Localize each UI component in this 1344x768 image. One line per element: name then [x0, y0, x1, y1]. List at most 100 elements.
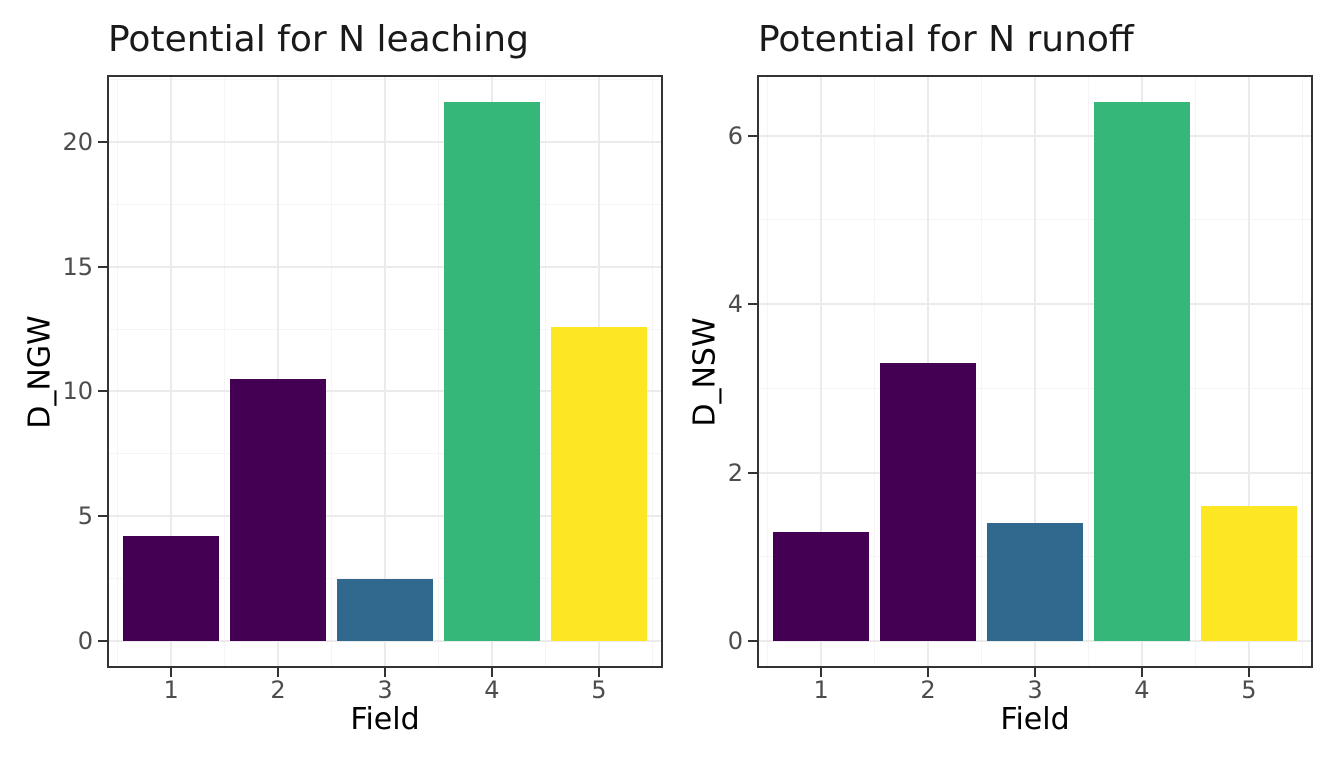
y-tick-label: 15 [62, 252, 93, 281]
y-tick-label: 2 [727, 458, 743, 487]
gridline-minor-v [117, 75, 119, 668]
gridline-minor-v [1087, 75, 1089, 668]
plot-panel [757, 75, 1313, 668]
gridline-minor-v [544, 75, 546, 668]
bar-field-2 [879, 363, 977, 642]
x-tick-label: 2 [270, 676, 286, 704]
gridline-minor-h [107, 328, 663, 330]
panel-border [757, 75, 1313, 668]
gridline-major-h [757, 640, 1313, 643]
gridline-minor-h [757, 219, 1313, 221]
bar-field-4 [443, 101, 541, 642]
bar-field-2 [229, 378, 327, 642]
gridline-major-h [107, 140, 663, 143]
gridline-major-h [107, 265, 663, 268]
x-tick-label: 5 [1241, 676, 1257, 704]
y-tick [98, 515, 107, 518]
y-tick-label: 20 [62, 127, 93, 156]
gridline-minor-v [874, 75, 876, 668]
y-tick [748, 303, 757, 306]
y-tick-label: 6 [727, 121, 743, 150]
gridline-major-v [384, 75, 386, 668]
gridline-minor-v [651, 75, 653, 668]
gridline-minor-v [981, 75, 983, 668]
x-tick [1247, 668, 1250, 677]
gridline-major-v [820, 75, 823, 668]
x-axis-title: Field [1000, 702, 1070, 737]
gridline-major-h [107, 390, 663, 393]
gridline-major-v [1034, 75, 1036, 668]
gridline-major-v [597, 75, 600, 668]
x-tick-label: 5 [591, 676, 607, 704]
gridline-minor-v [1194, 75, 1196, 668]
gridline-minor-v [224, 75, 226, 668]
x-tick-label: 4 [1134, 676, 1150, 704]
x-tick [597, 668, 600, 677]
x-tick-label: 4 [484, 676, 500, 704]
y-tick-label: 10 [62, 377, 93, 406]
y-tick-label: 0 [727, 627, 743, 656]
gridline-major-v [170, 75, 173, 668]
x-tick-label: 3 [1027, 676, 1043, 704]
x-tick-label: 2 [920, 676, 936, 704]
gridline-minor-v [1301, 75, 1303, 668]
x-tick [927, 668, 930, 677]
gridline-major-h [757, 134, 1313, 137]
x-tick [1140, 668, 1143, 677]
x-tick-label: 1 [813, 676, 829, 704]
bar-field-4 [1093, 101, 1191, 642]
y-tick [748, 134, 757, 137]
gridline-major-v [1140, 75, 1143, 668]
gridline-minor-h [107, 453, 663, 455]
x-tick [1034, 668, 1036, 677]
gridline-major-v [927, 75, 930, 668]
gridline-minor-h [107, 78, 663, 80]
gridline-major-h [757, 471, 1313, 474]
x-axis-title: Field [350, 702, 420, 737]
plot-panel [107, 75, 663, 668]
gridline-minor-h [107, 203, 663, 205]
bar-field-5 [550, 326, 647, 642]
bar-field-5 [1200, 506, 1297, 642]
y-tick [98, 640, 107, 643]
bar-field-3 [986, 523, 1084, 642]
gridline-minor-h [757, 556, 1313, 558]
x-tick [820, 668, 823, 677]
gridline-minor-h [107, 578, 663, 580]
x-tick-label: 3 [377, 676, 393, 704]
gridline-major-h [107, 515, 663, 518]
chart-title: Potential for N leaching [108, 19, 529, 60]
y-axis-title: D_NSW [687, 316, 723, 427]
bar-field-1 [773, 531, 870, 642]
gridline-major-h [107, 640, 663, 643]
bar-field-3 [336, 578, 434, 642]
x-tick-label: 1 [163, 676, 179, 704]
gridline-major-v [1247, 75, 1250, 668]
y-tick-label: 0 [77, 627, 93, 656]
gridline-major-v [490, 75, 493, 668]
gridline-minor-v [331, 75, 333, 668]
y-tick-label: 4 [727, 290, 743, 319]
panel-border [107, 75, 663, 668]
gridline-major-h [757, 303, 1313, 306]
y-tick [748, 640, 757, 643]
x-tick [490, 668, 493, 677]
x-tick [384, 668, 386, 677]
gridline-minor-v [437, 75, 439, 668]
gridline-major-v [277, 75, 280, 668]
bar-field-1 [123, 536, 220, 642]
x-tick [170, 668, 173, 677]
gridline-minor-v [767, 75, 769, 668]
gridline-minor-h [757, 387, 1313, 389]
y-tick [98, 390, 107, 393]
y-tick-label: 5 [77, 502, 93, 531]
y-tick [748, 471, 757, 474]
y-axis-title: D_NGW [22, 314, 58, 429]
y-tick [98, 265, 107, 268]
x-tick [277, 668, 280, 677]
y-tick [98, 140, 107, 143]
chart-title: Potential for N runoff [758, 19, 1134, 60]
